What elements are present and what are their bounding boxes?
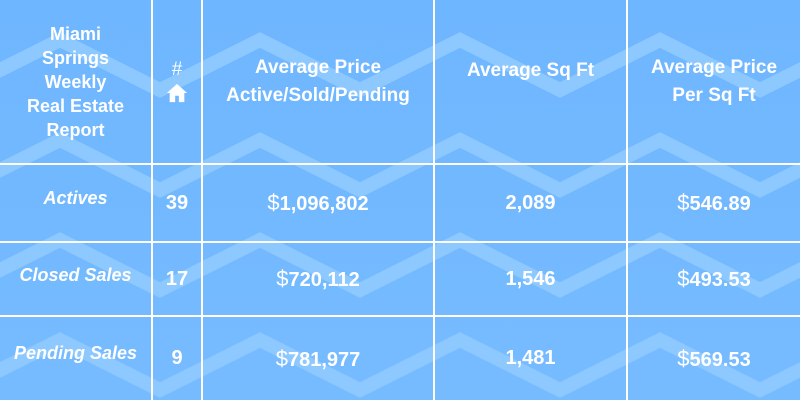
header-row: Miami Springs Weekly Real Estate Report … [0, 0, 800, 165]
avg-ppsf-value: $546.89 [626, 163, 800, 243]
table-row: Closed Sales 17 $720,112 1,546 $493.53 [0, 241, 800, 317]
avg-sqft-header: Average Sq Ft [433, 0, 628, 165]
avg-price-value: $720,112 [201, 241, 435, 317]
avg-price-amount: 781,977 [287, 348, 361, 371]
avg-price-amount: 720,112 [288, 269, 360, 291]
currency-symbol: $ [677, 190, 690, 215]
avg-price-header-line2: Active/Sold/Pending [226, 84, 410, 106]
row-label: Actives [0, 163, 153, 243]
avg-sqft-value: 1,481 [433, 315, 628, 400]
report-title-line: Report [46, 119, 105, 140]
currency-symbol: $ [267, 190, 280, 215]
report-title: Miami Springs Weekly Real Estate Report [0, 0, 153, 165]
avg-price-header-line1: Average Price [254, 56, 382, 78]
avg-price-value: $781,977 [201, 315, 435, 400]
currency-symbol: $ [677, 266, 690, 291]
avg-price-amount: 1,096,802 [279, 193, 369, 215]
avg-ppsf-value: $569.53 [626, 315, 800, 400]
home-icon [166, 83, 188, 102]
count-header: # [151, 0, 203, 165]
report-title-line: Weekly [44, 71, 107, 92]
avg-ppsf-amount: 569.53 [689, 348, 751, 371]
avg-ppsf-amount: 493.53 [689, 269, 751, 291]
row-label: Closed Sales [0, 241, 153, 317]
count-value: 9 [151, 315, 203, 400]
table-row: Pending Sales 9 $781,977 1,481 $569.53 [0, 315, 800, 400]
currency-symbol: $ [275, 345, 288, 371]
report-title-line: Miami [49, 23, 101, 44]
avg-ppsf-header-line1: Average Price [650, 56, 778, 78]
avg-sqft-header-text: Average Sq Ft [466, 59, 595, 81]
avg-ppsf-header-line2: Per Sq Ft [672, 84, 756, 106]
report-title-line: Real Estate [26, 95, 125, 116]
currency-symbol: $ [677, 345, 690, 371]
avg-price-header: Average Price Active/Sold/Pending [201, 0, 435, 165]
count-value: 39 [151, 163, 203, 243]
count-header-symbol: # [171, 58, 183, 80]
count-value: 17 [151, 241, 203, 317]
report-title-line: Springs [41, 47, 109, 68]
avg-price-value: $1,096,802 [201, 163, 435, 243]
avg-ppsf-amount: 546.89 [689, 193, 751, 215]
avg-ppsf-value: $493.53 [626, 241, 800, 317]
avg-ppsf-header: Average Price Per Sq Ft [626, 0, 800, 165]
currency-symbol: $ [276, 266, 289, 291]
row-label: Pending Sales [0, 315, 153, 400]
table-row: Actives 39 $1,096,802 2,089 $546.89 [0, 163, 800, 243]
avg-sqft-value: 2,089 [433, 163, 628, 243]
avg-sqft-value: 1,546 [433, 241, 628, 317]
